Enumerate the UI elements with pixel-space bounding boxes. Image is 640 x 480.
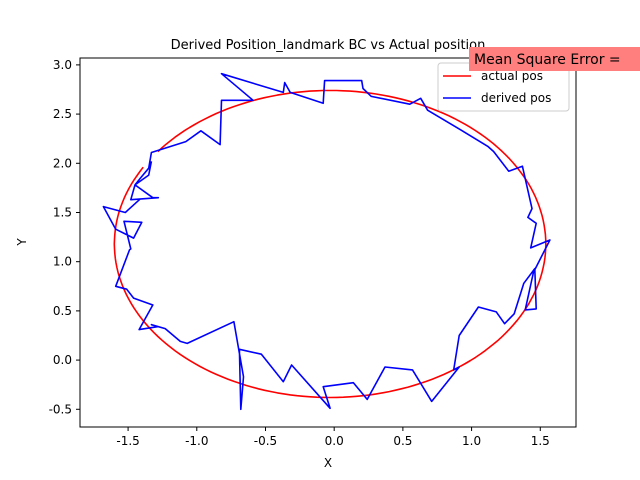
mse-annotation-text: Mean Square Error = <box>474 52 621 68</box>
x-axis-label: X <box>324 456 332 470</box>
series-line-derived-pos <box>102 72 551 411</box>
axes-frame <box>79 57 577 428</box>
mse-annotation-box <box>469 47 640 71</box>
x-tick-label: -0.5 <box>254 434 277 448</box>
y-tick-label: 3.0 <box>53 58 72 72</box>
mse-annotation: Mean Square Error = <box>469 47 640 71</box>
x-tick-label: 1.0 <box>462 434 481 448</box>
legend: actual pos derived pos <box>437 62 570 112</box>
x-ticks: -1.5 -1.0 -0.5 0.0 0.5 1.0 1.5 <box>116 427 550 448</box>
x-tick-label: 1.5 <box>531 434 550 448</box>
x-tick-label: 0.0 <box>325 434 344 448</box>
x-tick-label: -1.0 <box>185 434 208 448</box>
y-tick-label: 0.5 <box>53 304 72 318</box>
x-tick-label: 0.5 <box>393 434 412 448</box>
plot-area: -1.5 -1.0 -0.5 0.0 0.5 1.0 1.5 -0.5 0.0 0.5 1.0 1.… <box>49 57 577 448</box>
y-tick-label: 1.5 <box>53 205 72 219</box>
chart-title: Derived Position_landmark BC vs Actual p… <box>171 38 486 53</box>
y-axis-label: Y <box>15 238 29 247</box>
y-tick-label: 1.0 <box>53 255 72 269</box>
x-tick-label: -1.5 <box>116 434 139 448</box>
y-tick-label: 2.0 <box>53 156 72 170</box>
series-layer <box>102 72 551 411</box>
y-tick-label: 0.0 <box>53 353 72 367</box>
y-tick-label: 2.5 <box>53 107 72 121</box>
y-tick-label: -0.5 <box>49 402 72 416</box>
legend-label-derived-pos: derived pos <box>481 91 551 105</box>
y-ticks: -0.5 0.0 0.5 1.0 1.5 2.0 2.5 3.0 <box>49 58 80 416</box>
legend-label-actual-pos: actual pos <box>481 69 543 83</box>
series-line-actual-pos <box>113 89 547 399</box>
